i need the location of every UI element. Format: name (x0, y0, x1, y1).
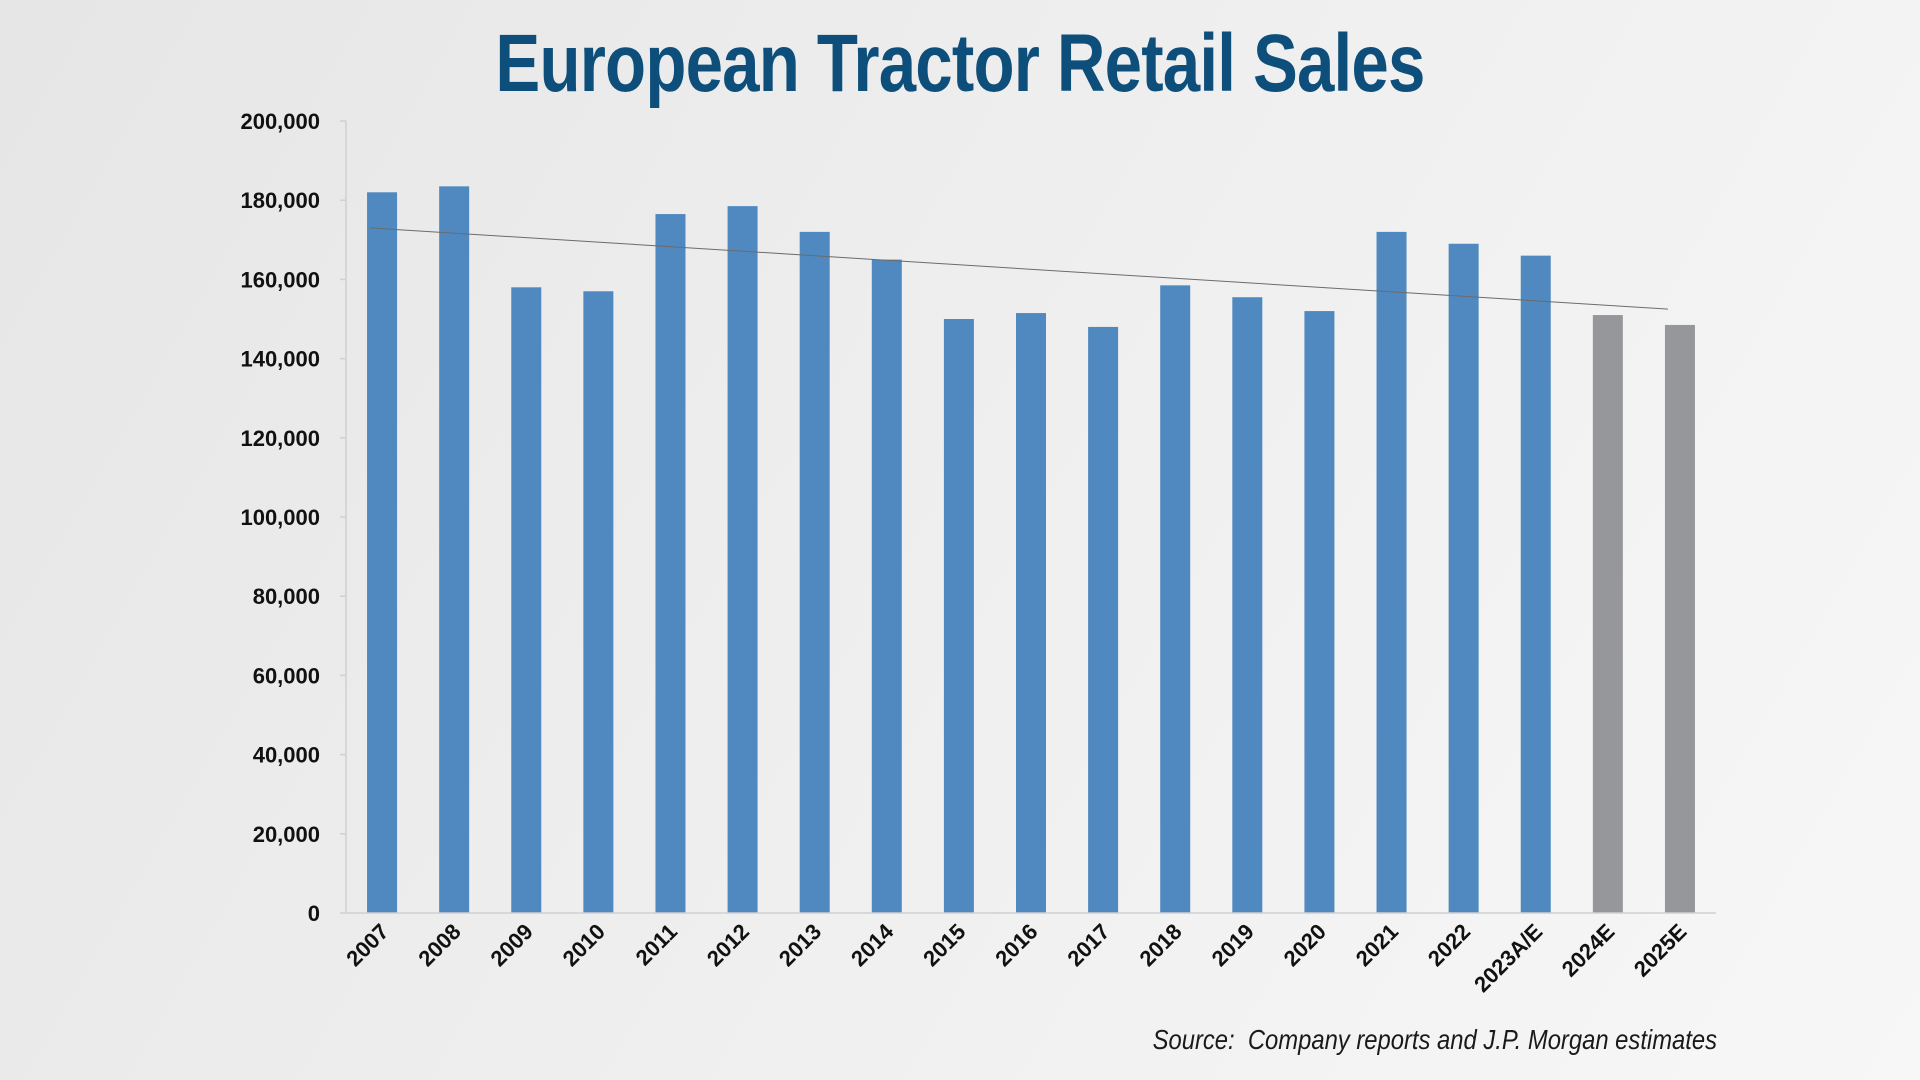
bar-2022 (1448, 243, 1479, 913)
y-tick-label: 0 (308, 901, 320, 926)
x-tick-label: 2009 (486, 919, 538, 971)
x-tick-label: 2013 (774, 919, 826, 971)
x-tick-label: 2022 (1423, 919, 1475, 971)
bars (367, 186, 1695, 914)
x-tick-label: 2015 (918, 919, 970, 971)
y-tick-label: 100,000 (240, 505, 320, 530)
x-tick-label: 2017 (1062, 919, 1114, 971)
bar-2014 (871, 259, 902, 914)
x-tick-label: 2021 (1351, 919, 1403, 971)
bar-2016 (1016, 313, 1046, 913)
chart-title: European Tractor Retail Sales (495, 18, 1425, 109)
x-tick-label: 2020 (1279, 919, 1331, 971)
trendline (370, 227, 1668, 310)
y-tick-label: 60,000 (253, 663, 320, 688)
x-tick-label: 2019 (1207, 919, 1259, 971)
bar-2024e (1592, 315, 1623, 913)
trendline-line (370, 227, 1668, 310)
bar-2009 (511, 287, 542, 913)
x-tick-label: 2024E (1557, 919, 1620, 982)
x-tick-label: 2018 (1134, 919, 1186, 971)
y-tick-label: 40,000 (253, 743, 320, 768)
x-tick-label: 2025E (1629, 919, 1692, 982)
source-note: Source: Company reports and J.P. Morgan … (1152, 1024, 1717, 1055)
y-tick-label: 180,000 (240, 188, 320, 213)
bar-2012 (727, 206, 758, 913)
x-tick-label: 2007 (341, 919, 393, 971)
bar-2010 (583, 291, 614, 913)
bar-2021 (1376, 231, 1407, 913)
y-tick-label: 160,000 (240, 267, 320, 292)
bar-2015 (943, 319, 974, 913)
bar-2018 (1160, 285, 1191, 914)
x-tick-label: 2014 (846, 918, 899, 971)
y-tick-label: 140,000 (240, 347, 320, 372)
bar-2011 (655, 214, 686, 913)
x-tick-label: 2023A/E (1469, 919, 1547, 997)
bar-2013 (799, 231, 830, 913)
bar-2008 (439, 186, 470, 914)
x-tick-label: 2011 (631, 919, 682, 970)
y-tick-label: 80,000 (253, 584, 320, 609)
y-axis: 0 20,000 40,000 60,000 80,000 100,000 120,000 1… (240, 109, 347, 926)
bar-2025e (1664, 324, 1695, 913)
bar-2023a-e (1520, 255, 1551, 913)
bar-2017 (1088, 326, 1119, 913)
bar-2019 (1232, 297, 1263, 914)
x-tick-label: 2008 (413, 919, 465, 971)
x-tick-label: 2016 (990, 919, 1042, 971)
x-tick-label: 2012 (702, 919, 754, 971)
bar-2007 (367, 192, 398, 913)
y-tick-label: 120,000 (240, 426, 320, 451)
bar-2020 (1304, 311, 1335, 914)
y-tick-label: 20,000 (253, 822, 320, 847)
y-tick-label: 200,000 (240, 109, 320, 134)
x-axis: 2007 2008 2009 2010 2011 2012 2013 2014 2015 2016… (341, 912, 1716, 997)
x-tick-label: 2010 (558, 919, 610, 971)
